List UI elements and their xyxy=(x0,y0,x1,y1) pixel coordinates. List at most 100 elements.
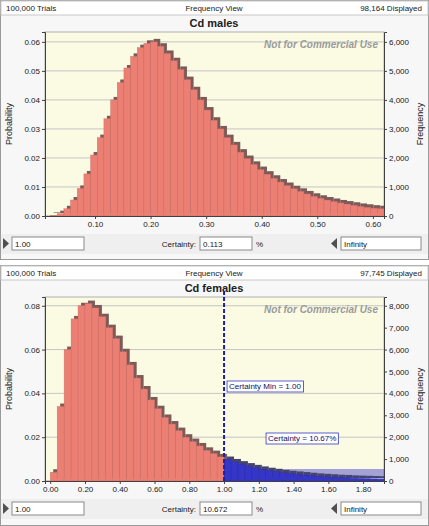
bar xyxy=(370,479,377,481)
tick-label: 0.08 xyxy=(24,302,40,311)
bar xyxy=(71,319,78,481)
certainty-max-box[interactable] xyxy=(341,502,421,515)
tick-label: 4,000 xyxy=(389,96,410,105)
bar xyxy=(277,182,284,216)
y2-tick: 4,000 xyxy=(384,389,410,398)
bar xyxy=(85,304,92,481)
bar xyxy=(335,478,342,481)
watermark: Not for Commercial Use xyxy=(264,304,378,315)
bar xyxy=(252,468,259,481)
annotation-box xyxy=(227,381,303,392)
y-tick: 0.08 xyxy=(24,302,45,311)
bar xyxy=(141,389,148,481)
slider-arrow[interactable] xyxy=(331,238,337,249)
bars xyxy=(50,301,384,481)
x-tick: 1.00 xyxy=(217,481,233,494)
control-strip xyxy=(1,234,428,254)
x-tick: 1.40 xyxy=(286,481,302,494)
certainty-max: Infinity xyxy=(344,505,367,514)
bar xyxy=(144,43,151,216)
tick-mark xyxy=(384,100,387,101)
tick-label: 0.00 xyxy=(24,477,40,486)
y-tick: 0.06 xyxy=(24,346,45,355)
tick-label: 0.40 xyxy=(254,220,270,229)
bar xyxy=(363,479,370,481)
bar xyxy=(238,464,245,481)
bar xyxy=(168,424,175,481)
certainty-max-box[interactable] xyxy=(341,237,421,250)
x-tick: 0.80 xyxy=(182,481,198,494)
certainty-min-box[interactable] xyxy=(12,237,84,250)
certainty-unit: % xyxy=(256,505,263,514)
bar xyxy=(301,475,308,481)
annotation-box xyxy=(266,433,338,444)
y-axis-line xyxy=(42,298,46,482)
chart-root: 100,000 TrialsFrequency View98,164 Displ… xyxy=(0,0,429,526)
tick-mark xyxy=(384,459,387,460)
x-tick: 0.60 xyxy=(366,216,382,229)
bar xyxy=(91,155,98,216)
tick-mark xyxy=(294,481,295,484)
tick-label: 0.00 xyxy=(43,485,59,494)
tick-label: 1.20 xyxy=(252,485,268,494)
y2-tick: 2,000 xyxy=(384,433,410,442)
certainty-value-box[interactable] xyxy=(200,502,252,515)
y2-tick: 6,000 xyxy=(384,38,410,47)
bar xyxy=(344,204,351,216)
bar xyxy=(189,442,196,481)
tick-label: 0.80 xyxy=(182,485,198,494)
tick-label: 0.40 xyxy=(112,485,128,494)
x-tick: 0.50 xyxy=(310,216,326,229)
bars xyxy=(51,39,384,216)
bar xyxy=(257,170,264,216)
bar xyxy=(99,317,106,481)
tick-mark xyxy=(42,393,45,394)
bar xyxy=(308,476,315,481)
certainty-value-box[interactable] xyxy=(200,237,252,250)
tick-mark xyxy=(42,71,45,72)
bar xyxy=(211,120,218,216)
tick-label: 3,000 xyxy=(389,411,410,420)
watermark: Not for Commercial Use xyxy=(264,39,378,50)
x-axis-line xyxy=(46,482,385,485)
displayed-label: 97,745 Displayed xyxy=(360,269,422,278)
x-tick: 0.40 xyxy=(112,481,128,494)
canvas: 100,000 TrialsFrequency View98,164 Displ… xyxy=(0,0,429,526)
y-tick: 0.04 xyxy=(24,96,45,105)
slider-arrow[interactable] xyxy=(331,503,337,514)
tick-label: 3,000 xyxy=(389,125,410,134)
bar xyxy=(97,138,104,216)
tick-mark xyxy=(42,187,45,188)
x-axis-line xyxy=(46,217,385,220)
tick-label: 2,000 xyxy=(389,154,410,163)
tick-mark xyxy=(189,481,190,484)
bar xyxy=(342,478,349,481)
tick-mark xyxy=(42,42,45,43)
certainty-min-box[interactable] xyxy=(12,502,84,515)
bar xyxy=(210,454,217,481)
certainty-unit: % xyxy=(256,240,263,249)
tick-mark xyxy=(384,328,387,329)
tick-label: 0.06 xyxy=(24,346,40,355)
bar xyxy=(113,339,120,481)
bar xyxy=(78,306,85,481)
tick-label: 0.05 xyxy=(24,67,40,76)
slider-arrow[interactable] xyxy=(3,238,9,249)
bar xyxy=(357,206,364,216)
bar xyxy=(331,201,338,216)
bar xyxy=(124,68,131,216)
bar-shadow xyxy=(366,476,373,478)
y-tick: 0.06 xyxy=(24,38,45,47)
bar xyxy=(203,450,210,481)
y2-tick: 3,000 xyxy=(384,411,410,420)
slider-arrow[interactable] xyxy=(3,503,9,514)
bar xyxy=(291,189,298,216)
bar xyxy=(311,196,318,216)
x-tick: 0.10 xyxy=(88,216,104,229)
tick-label: 0.03 xyxy=(24,125,40,134)
certainty-max: Infinity xyxy=(344,240,367,249)
x-tick: 1.80 xyxy=(356,481,372,494)
y2-tick: 1,000 xyxy=(384,455,410,464)
certainty-min: 1.00 xyxy=(15,505,31,514)
bar xyxy=(217,129,224,216)
